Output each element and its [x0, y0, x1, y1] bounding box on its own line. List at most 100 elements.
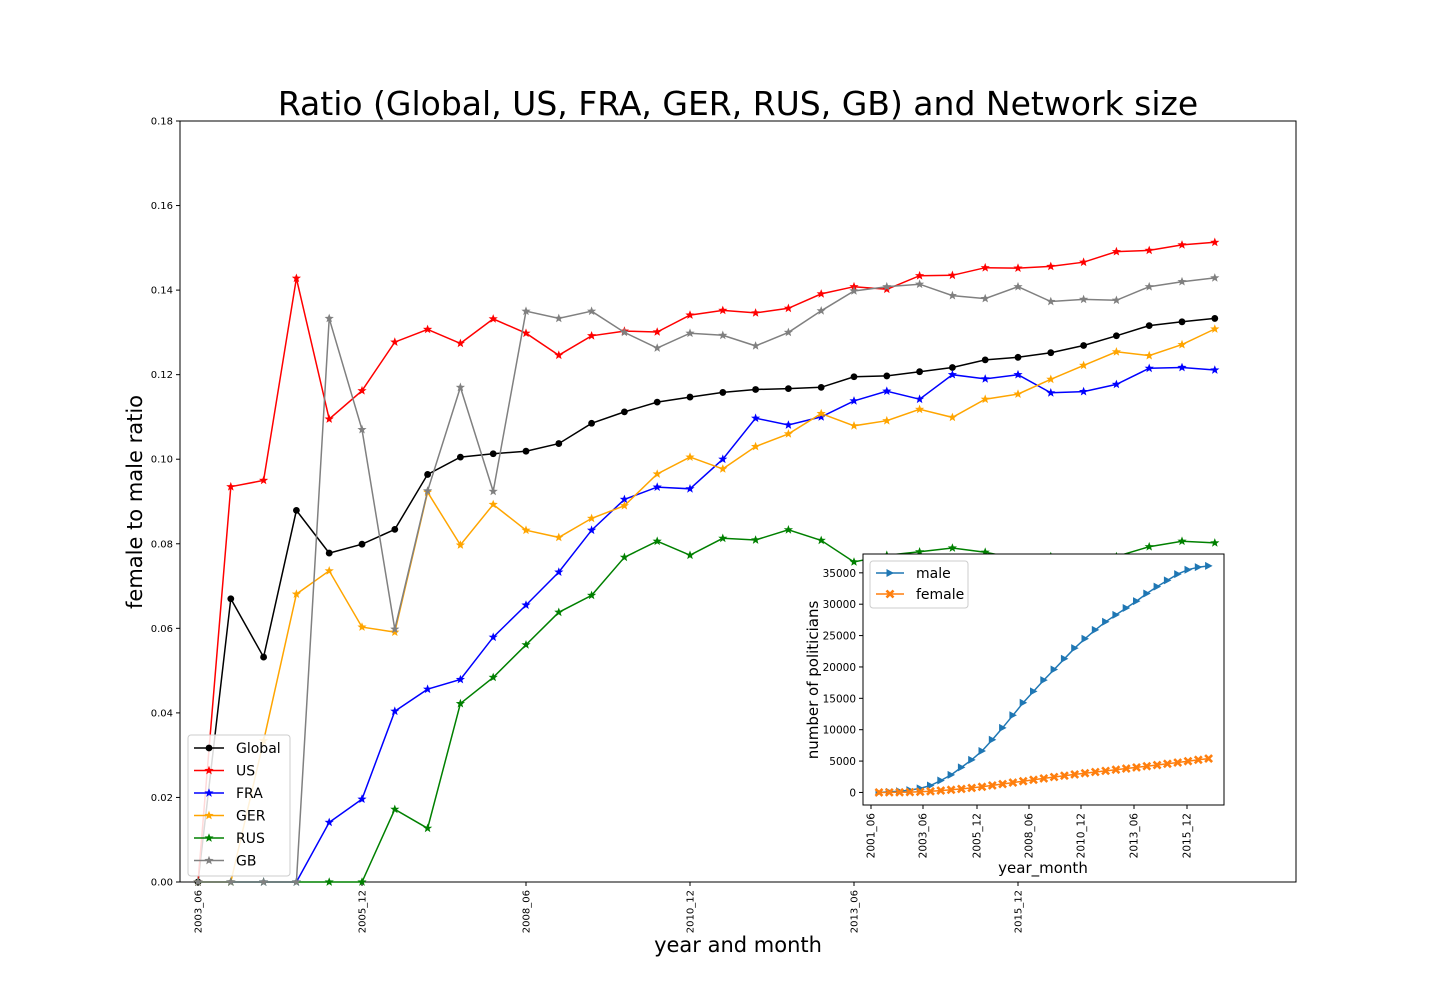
data-point [980, 262, 990, 272]
inset-data-point [1060, 654, 1069, 663]
data-point [554, 350, 564, 360]
data-point [1177, 240, 1187, 249]
y-tick-label: 0.12 [151, 370, 173, 381]
data-point [817, 383, 825, 391]
data-point [981, 356, 989, 364]
inset-legend-label: male [916, 566, 951, 582]
y-tick-label: 0.06 [151, 624, 173, 635]
data-point [1210, 538, 1220, 547]
inset-y-tick-label: 25000 [823, 631, 856, 643]
data-point [1013, 389, 1023, 398]
inset-data-point [884, 787, 894, 797]
data-point [882, 281, 892, 291]
data-point [423, 486, 433, 495]
inset-data-point [1090, 767, 1100, 777]
data-point [390, 624, 400, 634]
data-point [1046, 296, 1056, 306]
series-line-global [197, 317, 1215, 883]
data-point [653, 398, 661, 406]
inset-data-point [947, 770, 956, 779]
inset-x-tick-label: 2003_06 [918, 813, 930, 859]
data-point [358, 540, 366, 548]
data-point [488, 486, 498, 496]
data-point [652, 469, 662, 478]
inset-y-tick-label: 0 [849, 787, 856, 799]
inset-legend-marker [886, 569, 894, 577]
inset-data-point [1132, 762, 1141, 772]
inset-chart: 0 5000 10000 15000 20000 25000 30000 35000 2001… [804, 553, 1225, 878]
data-point [1177, 362, 1187, 372]
legend-label: US [236, 764, 255, 780]
inset-data-point [1091, 625, 1100, 634]
legend-marker [204, 810, 214, 820]
data-point [488, 499, 498, 509]
data-point [325, 549, 333, 557]
data-point [1111, 246, 1121, 256]
data-point [1013, 281, 1023, 291]
data-point [324, 566, 334, 575]
legend-marker [205, 744, 213, 752]
inset-x-tick-label: 2005_12 [972, 813, 984, 858]
data-point [1046, 374, 1056, 384]
data-point [554, 313, 564, 323]
data-point [226, 481, 236, 491]
data-point [1178, 318, 1186, 326]
inset-data-point [1080, 768, 1090, 778]
data-point [227, 595, 235, 603]
inset-data-point [1102, 617, 1110, 626]
data-point [455, 338, 465, 348]
y-tick-label: 0.14 [151, 286, 173, 297]
data-point [1013, 369, 1023, 379]
inset-data-point [1133, 597, 1141, 606]
legend-label: GER [236, 809, 266, 825]
data-point [685, 550, 695, 560]
data-point [522, 447, 530, 455]
data-point [324, 817, 334, 827]
inset-data-point [1070, 770, 1080, 779]
data-point [1144, 245, 1154, 255]
inset-data-point [977, 782, 987, 792]
series-line-ger [198, 328, 1216, 883]
chart-title: Ratio (Global, US, FRA, GER, RUS, GB) an… [278, 84, 1198, 123]
x-tick-label: 2013_06 [850, 890, 861, 933]
data-point [849, 557, 859, 566]
data-point [357, 877, 367, 886]
data-point [685, 328, 695, 338]
legend-marker [204, 833, 214, 842]
inset-data-point [956, 784, 966, 794]
data-point [850, 373, 858, 381]
y-tick-label: 0.08 [151, 539, 173, 550]
inset-data-point [927, 781, 935, 790]
inset-data-point [967, 783, 977, 793]
inset-data-point [1152, 760, 1162, 770]
series-gb [193, 273, 1220, 886]
data-point [357, 794, 367, 803]
main-plot-frame [179, 120, 1297, 883]
inset-x-axis-label: year_month [998, 859, 1088, 878]
inset-data-point [1009, 711, 1017, 720]
inset-data-point [1142, 761, 1152, 771]
data-point [1079, 257, 1089, 267]
data-point [390, 337, 400, 346]
data-point [521, 328, 531, 338]
data-point [816, 535, 826, 545]
inset-data-point [978, 747, 986, 756]
inset-legend-entry-male: male [876, 566, 951, 582]
data-point [718, 305, 728, 315]
data-point [1177, 339, 1187, 349]
y-tick-label: 0.10 [151, 455, 173, 466]
inset-data-point [968, 755, 976, 764]
series-line-gb [198, 277, 1215, 883]
inset-data-point [1049, 772, 1059, 782]
inset-data-point [1153, 582, 1162, 591]
data-point [357, 622, 367, 631]
data-point [652, 482, 662, 491]
inset-series-female [874, 754, 1214, 797]
data-point [587, 513, 597, 523]
x-tick-label: 2010_12 [686, 890, 697, 933]
data-point [718, 330, 728, 340]
main-y-axis-label: female to male ratio [123, 395, 147, 609]
data-point [423, 823, 433, 833]
data-point [391, 526, 399, 533]
data-point [455, 540, 465, 549]
